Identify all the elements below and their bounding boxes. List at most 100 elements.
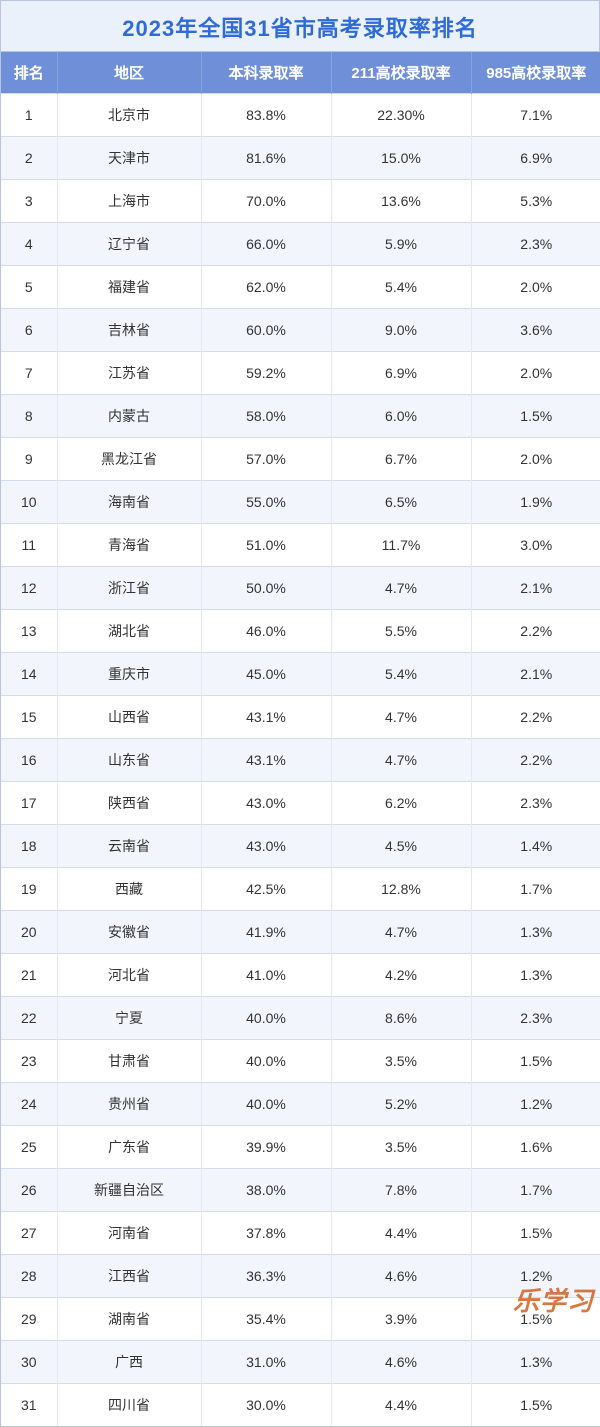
cell-v1: 59.2% (201, 352, 331, 395)
cell-rank: 24 (1, 1083, 57, 1126)
cell-rank: 25 (1, 1126, 57, 1169)
cell-rank: 9 (1, 438, 57, 481)
cell-v1: 58.0% (201, 395, 331, 438)
cell-v1: 83.8% (201, 94, 331, 137)
table-row: 7江苏省59.2%6.9%2.0% (1, 352, 600, 395)
cell-v3: 1.6% (471, 1126, 600, 1169)
cell-rank: 23 (1, 1040, 57, 1083)
cell-area: 浙江省 (57, 567, 201, 610)
cell-area: 北京市 (57, 94, 201, 137)
cell-rank: 13 (1, 610, 57, 653)
cell-v3: 7.1% (471, 94, 600, 137)
cell-v1: 43.1% (201, 739, 331, 782)
cell-rank: 29 (1, 1298, 57, 1341)
col-header-211: 211高校录取率 (331, 52, 471, 94)
cell-v3: 1.7% (471, 1169, 600, 1212)
cell-rank: 2 (1, 137, 57, 180)
cell-v2: 4.6% (331, 1255, 471, 1298)
cell-area: 西藏 (57, 868, 201, 911)
cell-rank: 12 (1, 567, 57, 610)
ranking-table-container: 2023年全国31省市高考录取率排名 排名 地区 本科录取率 211高校录取率 … (0, 0, 600, 1427)
cell-v2: 6.0% (331, 395, 471, 438)
table-row: 31四川省30.0%4.4%1.5% (1, 1384, 600, 1427)
cell-v1: 38.0% (201, 1169, 331, 1212)
cell-rank: 26 (1, 1169, 57, 1212)
cell-area: 山东省 (57, 739, 201, 782)
cell-v3: 5.3% (471, 180, 600, 223)
cell-v2: 4.7% (331, 911, 471, 954)
cell-v2: 4.5% (331, 825, 471, 868)
cell-v2: 5.4% (331, 266, 471, 309)
table-row: 23甘肃省40.0%3.5%1.5% (1, 1040, 600, 1083)
cell-area: 山西省 (57, 696, 201, 739)
ranking-table: 排名 地区 本科录取率 211高校录取率 985高校录取率 1北京市83.8%2… (1, 52, 600, 1426)
cell-rank: 11 (1, 524, 57, 567)
cell-rank: 10 (1, 481, 57, 524)
table-body: 1北京市83.8%22.30%7.1%2天津市81.6%15.0%6.9%3上海… (1, 94, 600, 1427)
cell-area: 福建省 (57, 266, 201, 309)
table-row: 16山东省43.1%4.7%2.2% (1, 739, 600, 782)
cell-v2: 4.4% (331, 1384, 471, 1427)
cell-area: 吉林省 (57, 309, 201, 352)
table-row: 11青海省51.0%11.7%3.0% (1, 524, 600, 567)
cell-rank: 31 (1, 1384, 57, 1427)
cell-area: 广西 (57, 1341, 201, 1384)
cell-v3: 2.2% (471, 696, 600, 739)
cell-v2: 9.0% (331, 309, 471, 352)
cell-v3: 1.5% (471, 1040, 600, 1083)
cell-v1: 40.0% (201, 1040, 331, 1083)
cell-v1: 41.0% (201, 954, 331, 997)
cell-v2: 6.7% (331, 438, 471, 481)
cell-v1: 30.0% (201, 1384, 331, 1427)
cell-v3: 1.3% (471, 1341, 600, 1384)
cell-v2: 6.2% (331, 782, 471, 825)
cell-area: 湖南省 (57, 1298, 201, 1341)
cell-v1: 70.0% (201, 180, 331, 223)
table-row: 25广东省39.9%3.5%1.6% (1, 1126, 600, 1169)
cell-v1: 46.0% (201, 610, 331, 653)
cell-v3: 2.0% (471, 352, 600, 395)
table-row: 9黑龙江省57.0%6.7%2.0% (1, 438, 600, 481)
cell-area: 广东省 (57, 1126, 201, 1169)
cell-rank: 14 (1, 653, 57, 696)
cell-v3: 1.7% (471, 868, 600, 911)
cell-v3: 2.0% (471, 438, 600, 481)
cell-rank: 15 (1, 696, 57, 739)
cell-area: 陕西省 (57, 782, 201, 825)
table-row: 13湖北省46.0%5.5%2.2% (1, 610, 600, 653)
cell-v3: 2.1% (471, 653, 600, 696)
table-row: 15山西省43.1%4.7%2.2% (1, 696, 600, 739)
cell-v2: 6.5% (331, 481, 471, 524)
cell-v2: 3.5% (331, 1126, 471, 1169)
table-row: 18云南省43.0%4.5%1.4% (1, 825, 600, 868)
cell-v3: 1.4% (471, 825, 600, 868)
cell-rank: 19 (1, 868, 57, 911)
cell-v3: 2.0% (471, 266, 600, 309)
cell-v3: 1.2% (471, 1255, 600, 1298)
cell-v3: 3.6% (471, 309, 600, 352)
cell-v1: 31.0% (201, 1341, 331, 1384)
cell-v2: 13.6% (331, 180, 471, 223)
table-header: 排名 地区 本科录取率 211高校录取率 985高校录取率 (1, 52, 600, 94)
cell-rank: 4 (1, 223, 57, 266)
cell-v2: 4.7% (331, 739, 471, 782)
table-row: 4辽宁省66.0%5.9%2.3% (1, 223, 600, 266)
cell-rank: 17 (1, 782, 57, 825)
cell-area: 安徽省 (57, 911, 201, 954)
cell-rank: 21 (1, 954, 57, 997)
col-header-area: 地区 (57, 52, 201, 94)
cell-area: 辽宁省 (57, 223, 201, 266)
cell-rank: 6 (1, 309, 57, 352)
cell-v2: 4.6% (331, 1341, 471, 1384)
cell-rank: 30 (1, 1341, 57, 1384)
cell-v1: 57.0% (201, 438, 331, 481)
cell-v2: 15.0% (331, 137, 471, 180)
cell-v1: 62.0% (201, 266, 331, 309)
table-row: 3上海市70.0%13.6%5.3% (1, 180, 600, 223)
cell-v1: 51.0% (201, 524, 331, 567)
cell-v1: 40.0% (201, 1083, 331, 1126)
cell-v1: 41.9% (201, 911, 331, 954)
table-row: 17陕西省43.0%6.2%2.3% (1, 782, 600, 825)
cell-v2: 5.2% (331, 1083, 471, 1126)
cell-area: 天津市 (57, 137, 201, 180)
